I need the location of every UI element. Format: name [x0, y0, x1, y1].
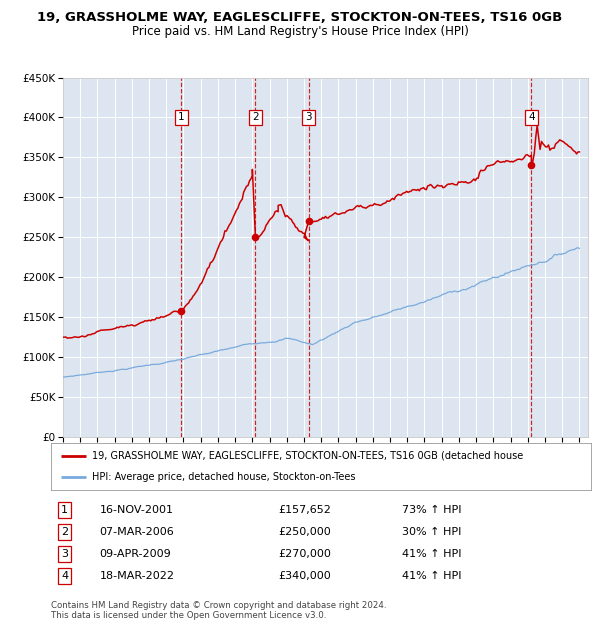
Text: £340,000: £340,000 — [278, 571, 331, 581]
Text: Contains HM Land Registry data © Crown copyright and database right 2024.: Contains HM Land Registry data © Crown c… — [51, 601, 386, 611]
Text: 2: 2 — [61, 527, 68, 537]
Text: £157,652: £157,652 — [278, 505, 331, 515]
Text: 19, GRASSHOLME WAY, EAGLESCLIFFE, STOCKTON-ON-TEES, TS16 0GB (detached house: 19, GRASSHOLME WAY, EAGLESCLIFFE, STOCKT… — [91, 451, 523, 461]
Text: 1: 1 — [61, 505, 68, 515]
Text: £250,000: £250,000 — [278, 527, 331, 537]
Text: 2: 2 — [252, 112, 259, 123]
Text: 73% ↑ HPI: 73% ↑ HPI — [402, 505, 461, 515]
Text: 3: 3 — [61, 549, 68, 559]
Text: 07-MAR-2006: 07-MAR-2006 — [100, 527, 175, 537]
Text: 41% ↑ HPI: 41% ↑ HPI — [402, 571, 461, 581]
Text: 16-NOV-2001: 16-NOV-2001 — [100, 505, 173, 515]
Text: HPI: Average price, detached house, Stockton-on-Tees: HPI: Average price, detached house, Stoc… — [91, 472, 355, 482]
Text: 09-APR-2009: 09-APR-2009 — [100, 549, 172, 559]
Text: 3: 3 — [305, 112, 312, 123]
Text: 1: 1 — [178, 112, 185, 123]
Text: This data is licensed under the Open Government Licence v3.0.: This data is licensed under the Open Gov… — [51, 611, 326, 620]
Text: 4: 4 — [61, 571, 68, 581]
Text: 41% ↑ HPI: 41% ↑ HPI — [402, 549, 461, 559]
Text: 18-MAR-2022: 18-MAR-2022 — [100, 571, 175, 581]
Text: Price paid vs. HM Land Registry's House Price Index (HPI): Price paid vs. HM Land Registry's House … — [131, 25, 469, 38]
Text: 19, GRASSHOLME WAY, EAGLESCLIFFE, STOCKTON-ON-TEES, TS16 0GB: 19, GRASSHOLME WAY, EAGLESCLIFFE, STOCKT… — [37, 11, 563, 24]
Text: 4: 4 — [528, 112, 535, 123]
Text: 30% ↑ HPI: 30% ↑ HPI — [402, 527, 461, 537]
Text: £270,000: £270,000 — [278, 549, 331, 559]
